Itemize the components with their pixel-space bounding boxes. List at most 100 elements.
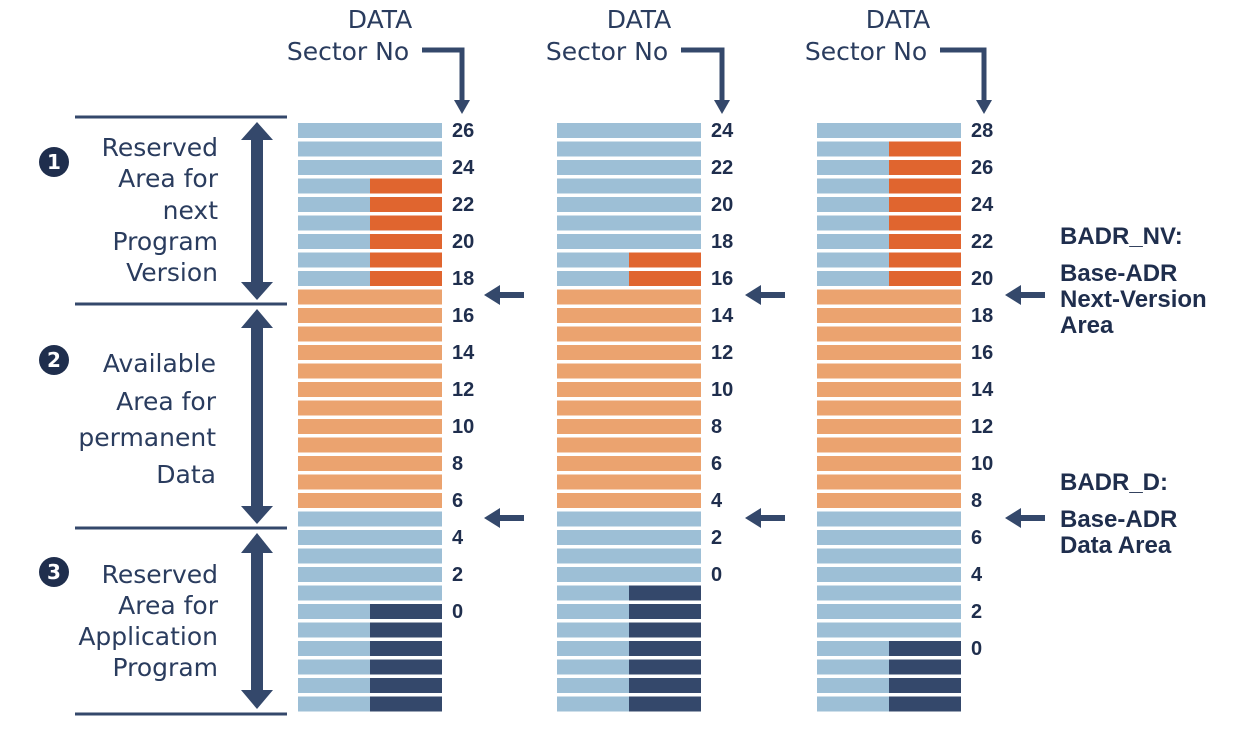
sector-number-label: 20 [971,268,993,290]
sector-bar-right [889,197,961,212]
region-1-badge: 1 [39,147,69,177]
sector-bar-right [370,215,442,231]
sector-bar-left [557,622,629,638]
sector-bar [557,141,701,157]
sector-bar [298,141,442,157]
sector-bar [298,511,442,527]
sector-bar [298,363,442,379]
sector-bar [557,345,701,360]
sector-number-label: 22 [452,194,474,216]
sector-bar [557,437,701,453]
sector-bar [298,419,442,434]
sector-number-label: 2 [452,564,463,586]
sector-bar-left [298,271,370,286]
sector-bar [557,123,701,138]
badr-d-title: BADR_D: [1060,469,1168,496]
svg-text:3: 3 [47,560,61,584]
sector-bar-left [298,252,370,268]
svg-text:Program: Program [113,227,218,256]
column-3-header-line2: Sector No [805,37,927,66]
sector-bar [817,585,961,601]
svg-text:Available: Available [103,349,216,378]
sector-bar [557,474,701,490]
sector-number-label: 14 [711,305,734,327]
sector-number-label: 8 [971,490,982,512]
sector-bar [817,326,961,342]
svg-text:Data Area: Data Area [1060,532,1172,559]
sector-number-label: 12 [971,416,993,438]
sector-bar-right [370,178,442,194]
sector-bar-right [629,604,701,619]
sector-bar-left [817,659,889,675]
sector-number-label: 4 [452,527,464,549]
svg-text:Base-ADR: Base-ADR [1060,506,1177,533]
sector-bar-left [557,696,629,712]
sector-bar [298,160,442,175]
sector-bar [298,345,442,360]
sector-bar [557,289,701,305]
region-3-badge: 3 [39,557,69,587]
sector-number-label: 16 [452,305,474,327]
sector-bar-left [557,678,629,693]
sector-number-label: 6 [452,490,463,512]
sector-bar [298,530,442,545]
svg-text:Area for: Area for [118,164,219,193]
sector-bar-right [889,271,961,286]
badr-nv-annotation: BADR_NV: Base-ADR Next-Version Area [1060,223,1207,339]
sector-number-label: 20 [711,194,733,216]
sector-bar [817,123,961,138]
sector-bar [298,567,442,582]
column-header-3: DATA Sector No [805,5,992,114]
sector-number-label: 16 [971,342,993,364]
sector-number-label: 14 [971,379,994,401]
sector-number-label: 28 [971,120,993,142]
region-3-span-arrow [241,533,273,709]
sector-number-label: 24 [452,157,475,179]
sector-bar [817,474,961,490]
sector-bar [817,419,961,434]
sector-number-label: 18 [971,305,993,327]
column-1-header-line1: DATA [348,5,412,34]
sector-bar-right [889,641,961,656]
sector-bar-right [370,271,442,286]
sector-bar [817,567,961,582]
sector-bar-left [817,178,889,194]
sector-number-label: 18 [711,231,733,253]
sector-bar [817,382,961,397]
sector-bar-right [370,234,442,249]
svg-text:permanent: permanent [78,423,216,452]
d-arrow-2 [745,508,785,528]
region-2-span-arrow [241,309,273,524]
badr-nv-title: BADR_NV: [1060,223,1183,250]
sector-bar [298,382,442,397]
column-2-header-arrow [681,47,725,108]
column-1-header-line2: Sector No [287,37,409,66]
sector-bar-right [370,252,442,268]
sector-bar [298,123,442,138]
column-2-header-line1: DATA [607,5,671,34]
sector-number-label: 26 [452,120,474,142]
d-arrow-3 [1005,508,1045,528]
sector-bar-left [298,215,370,231]
nv-arrow-1 [484,285,524,305]
sector-bar-right [889,178,961,194]
sector-bar-left [817,252,889,268]
sector-number-label: 0 [971,638,982,660]
sector-bar-left [557,641,629,656]
sector-bar [298,474,442,490]
column-3-header-line1: DATA [866,5,930,34]
sector-bar-right [370,659,442,675]
sector-number-label: 4 [711,490,723,512]
sector-number-label: 18 [452,268,474,290]
sector-bar-right [370,696,442,712]
svg-text:1: 1 [47,150,61,174]
sector-bar [817,604,961,619]
sector-bar-right [370,641,442,656]
sector-bar [817,548,961,564]
sector-number-label: 12 [711,342,733,364]
sector-bar [298,585,442,601]
sector-number-label: 10 [971,453,993,475]
sector-bar [817,437,961,453]
